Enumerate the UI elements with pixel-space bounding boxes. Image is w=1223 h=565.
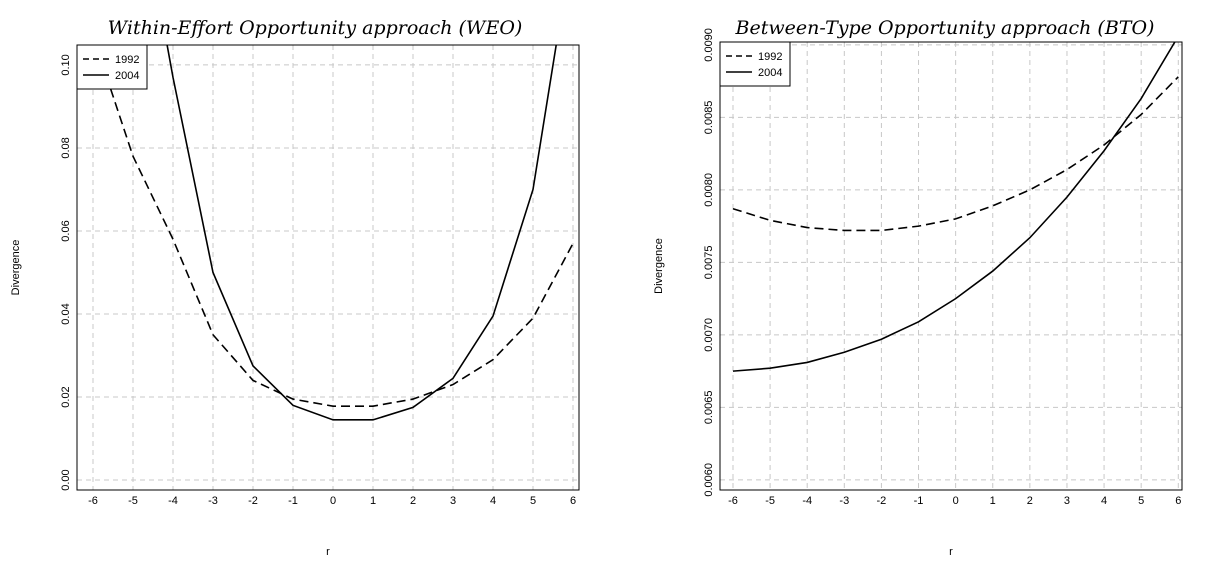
legend-box [719, 41, 791, 87]
x-axis-label: r [949, 546, 953, 558]
y-tick-label: 0.02 [60, 386, 72, 407]
plot-frame [719, 41, 1183, 491]
x-tick-label: 6 [570, 495, 576, 507]
x-tick-label: 1 [370, 495, 376, 507]
x-tick-label: -3 [208, 495, 218, 507]
series-line [166, 45, 558, 421]
x-tick-label: 4 [1101, 495, 1107, 507]
x-tick-label: 5 [530, 495, 536, 507]
plot-area [732, 42, 1179, 372]
legend-label: 1992 [758, 51, 782, 63]
x-tick-label: 2 [410, 495, 416, 507]
y-tick-label: 0.0080 [703, 173, 715, 207]
series-line [732, 42, 1176, 372]
x-axis-label: r [326, 546, 330, 558]
x-tick-label: -3 [839, 495, 849, 507]
y-tick-label: 0.0065 [703, 391, 715, 425]
y-tick-label: 0.10 [60, 54, 72, 75]
y-tick-label: 0.06 [60, 220, 72, 241]
y-tick-label: 0.08 [60, 137, 72, 158]
x-tick-label: -6 [728, 495, 738, 507]
series-line [732, 76, 1179, 232]
y-axis-label: Divergence [10, 240, 22, 296]
series-line [95, 45, 574, 407]
plot-area [95, 45, 574, 421]
x-tick-label: -1 [914, 495, 924, 507]
x-tick-label: 3 [450, 495, 456, 507]
x-tick-label: 1 [990, 495, 996, 507]
legend-label: 1992 [115, 54, 139, 66]
x-tick-label: 0 [330, 495, 336, 507]
x-tick-label: 4 [490, 495, 496, 507]
y-tick-label: 0.0060 [703, 463, 715, 497]
y-axis-label: Divergence [653, 238, 665, 294]
plot-frame [76, 44, 580, 491]
legend: 1992 2004 [76, 44, 148, 90]
x-tick-label: 6 [1175, 495, 1181, 507]
x-tick-label: 3 [1064, 495, 1070, 507]
x-tick-label: -1 [288, 495, 298, 507]
y-tick-label: 0.0070 [703, 318, 715, 352]
x-tick-label: -5 [765, 495, 775, 507]
y-tick-label: 0.0090 [703, 28, 715, 62]
chart-title: Within-Effort Opportunity approach (WEO) [108, 17, 523, 39]
x-tick-label: 5 [1138, 495, 1144, 507]
x-tick-label: 2 [1027, 495, 1033, 507]
x-tick-label: -4 [802, 495, 812, 507]
legend-box [76, 44, 148, 90]
x-tick-label: -2 [248, 495, 258, 507]
x-tick-label: -5 [128, 495, 138, 507]
chart-title: Between-Type Opportunity approach (BTO) [735, 17, 1155, 39]
x-tick-label: 0 [953, 495, 959, 507]
legend-label: 2004 [115, 70, 139, 82]
y-tick-label: 0.00 [60, 469, 72, 490]
legend: 1992 2004 [719, 41, 791, 87]
legend-label: 2004 [758, 67, 782, 79]
x-tick-label: -2 [877, 495, 887, 507]
y-tick-label: 0.0085 [703, 101, 715, 135]
y-tick-label: 0.04 [60, 303, 72, 324]
x-tick-label: -6 [88, 495, 98, 507]
x-tick-label: -4 [168, 495, 178, 507]
y-tick-label: 0.0075 [703, 246, 715, 280]
